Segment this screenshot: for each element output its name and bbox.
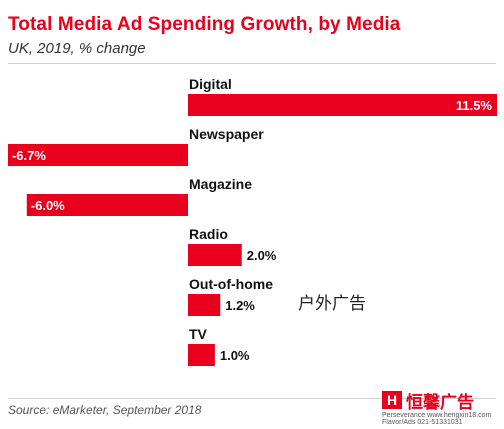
value-label-tv: 1.0% — [220, 348, 250, 363]
watermark: H 恒馨广告 Perseverance www.hengxin18.com Fl… — [382, 388, 500, 426]
value-label-newspaper: -6.7% — [12, 148, 46, 163]
watermark-line-2: Flavor/Ads 021-51331031 — [382, 419, 463, 426]
chart-title: Total Media Ad Spending Growth, by Media — [8, 14, 401, 35]
value-label-magazine: -6.0% — [31, 198, 65, 213]
bar-digital — [188, 94, 497, 116]
watermark-contact: Perseverance www.hengxin18.com Flavor/Ad… — [382, 412, 491, 426]
bar-newspaper — [7, 144, 189, 166]
chart-subtitle: UK, 2019, % change — [8, 40, 146, 57]
category-label-radio: Radio — [189, 226, 228, 242]
category-label-newspaper: Newspaper — [189, 126, 264, 142]
value-label-out-of-home: 1.2% — [225, 298, 255, 313]
watermark-brand: 恒馨广告 — [406, 393, 474, 413]
value-label-radio: 2.0% — [247, 248, 277, 263]
annotation-text: 户外广告 — [298, 294, 366, 314]
value-label-digital: 11.5% — [456, 98, 493, 113]
bar-radio — [188, 244, 242, 266]
category-label-tv: TV — [189, 326, 208, 342]
bottom-divider — [8, 398, 496, 399]
bar-out-of-home — [188, 294, 221, 316]
category-label-out-of-home: Out-of-home — [189, 276, 273, 292]
category-label-digital: Digital — [189, 76, 232, 92]
bar-magazine — [26, 194, 188, 216]
top-divider — [8, 63, 496, 64]
watermark-line-1: Perseverance www.hengxin18.com — [382, 412, 492, 419]
bar-chart: Digital 11.5% Newspaper -6.7% Magazine -6.0% R… — [7, 76, 497, 366]
source-note: Source: eMarketer, September 2018 — [8, 403, 202, 417]
bar-tv — [188, 344, 215, 366]
category-label-magazine: Magazine — [189, 176, 252, 192]
watermark-logo-icon: H — [382, 391, 402, 409]
